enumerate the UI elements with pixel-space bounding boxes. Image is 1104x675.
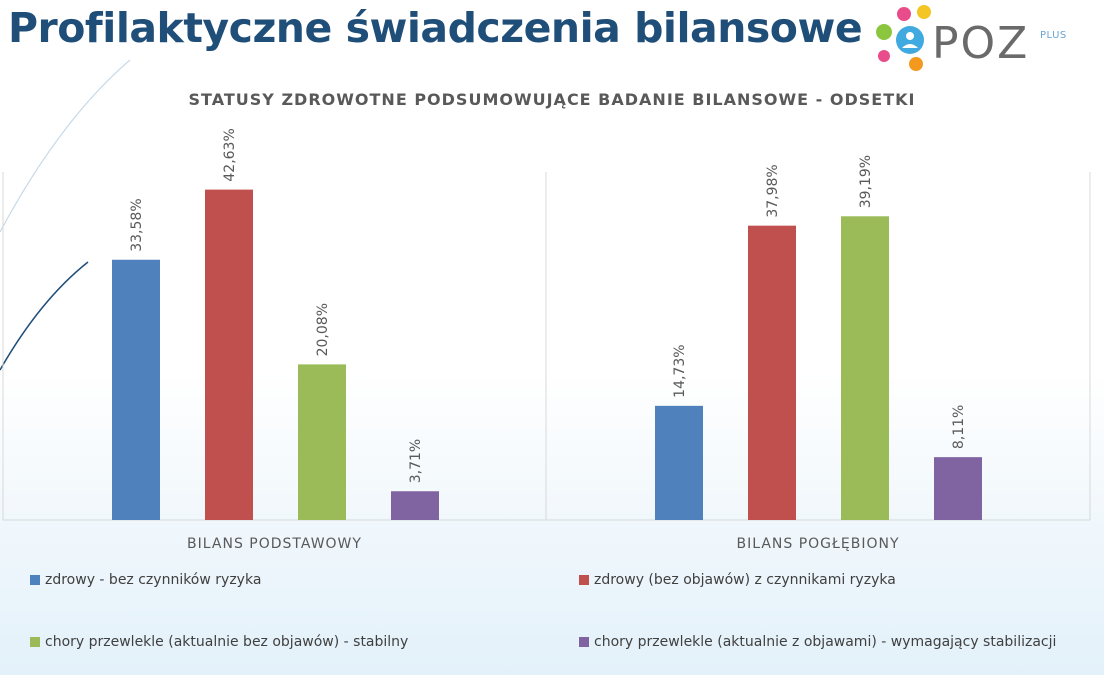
group-label-bilans-poglebiony: BILANS POGŁĘBIONY	[736, 536, 900, 552]
legend-swatch	[30, 637, 40, 647]
legend-item-zdrowy-z-czynnikami: zdrowy (bez objawów) z czynnikami ryzyka	[579, 572, 896, 588]
bar-poglebiony-series-3	[841, 216, 889, 520]
legend-swatch	[30, 575, 40, 585]
legend-item-chory-stabilny: chory przewlekle (aktualnie bez objawów)…	[30, 634, 408, 650]
bar-poglebiony-series-1	[655, 405, 703, 520]
legend-label: chory przewlekle (aktualnie bez objawów)…	[45, 634, 409, 650]
chart-title: STATUSY ZDROWOTNE PODSUMOWUJĄCE BADANIE …	[188, 90, 916, 109]
group-label-bilans-podstawowy: BILANS PODSTAWOWY	[187, 536, 362, 552]
data-label: 39,19%	[858, 155, 874, 208]
bar-poglebiony-series-2	[748, 225, 796, 520]
data-label: 14,73%	[672, 344, 688, 397]
legend-swatch	[579, 637, 589, 647]
logo-icon-cluster	[876, 5, 931, 71]
data-label: 42,63%	[222, 128, 238, 181]
logo-text: POZ	[932, 18, 1030, 69]
data-label: 8,11%	[951, 405, 967, 449]
poz-plus-logo: POZ PLUS	[872, 2, 1072, 74]
bar-poglebiony-series-4	[934, 457, 982, 520]
bar-podstawowy-series-2	[205, 189, 253, 520]
data-label: 37,98%	[765, 164, 781, 217]
legend-item-chory-wymagajacy-stabilizacji: chory przewlekle (aktualnie z objawami) …	[579, 634, 1056, 650]
slide-title: Profilaktyczne świadczenia bilansowe	[8, 4, 863, 52]
legend-swatch	[579, 575, 589, 585]
decorative-swoosh	[0, 261, 89, 371]
bar-podstawowy-series-3	[298, 364, 346, 520]
legend-item-zdrowy-bez-czynnikow: zdrowy - bez czynników ryzyka	[30, 572, 261, 588]
bar-podstawowy-series-1	[112, 259, 160, 520]
data-label: 33,58%	[129, 198, 145, 251]
legend-label: zdrowy - bez czynników ryzyka	[45, 572, 262, 588]
legend-label: zdrowy (bez objawów) z czynnikami ryzyka	[594, 572, 896, 588]
data-label: 3,71%	[408, 439, 424, 483]
legend-label: chory przewlekle (aktualnie z objawami) …	[594, 634, 1057, 650]
logo-superscript: PLUS	[1040, 30, 1067, 41]
bar-podstawowy-series-4	[391, 491, 439, 520]
data-label: 20,08%	[315, 303, 331, 356]
decorative-swoosh	[0, 59, 131, 233]
